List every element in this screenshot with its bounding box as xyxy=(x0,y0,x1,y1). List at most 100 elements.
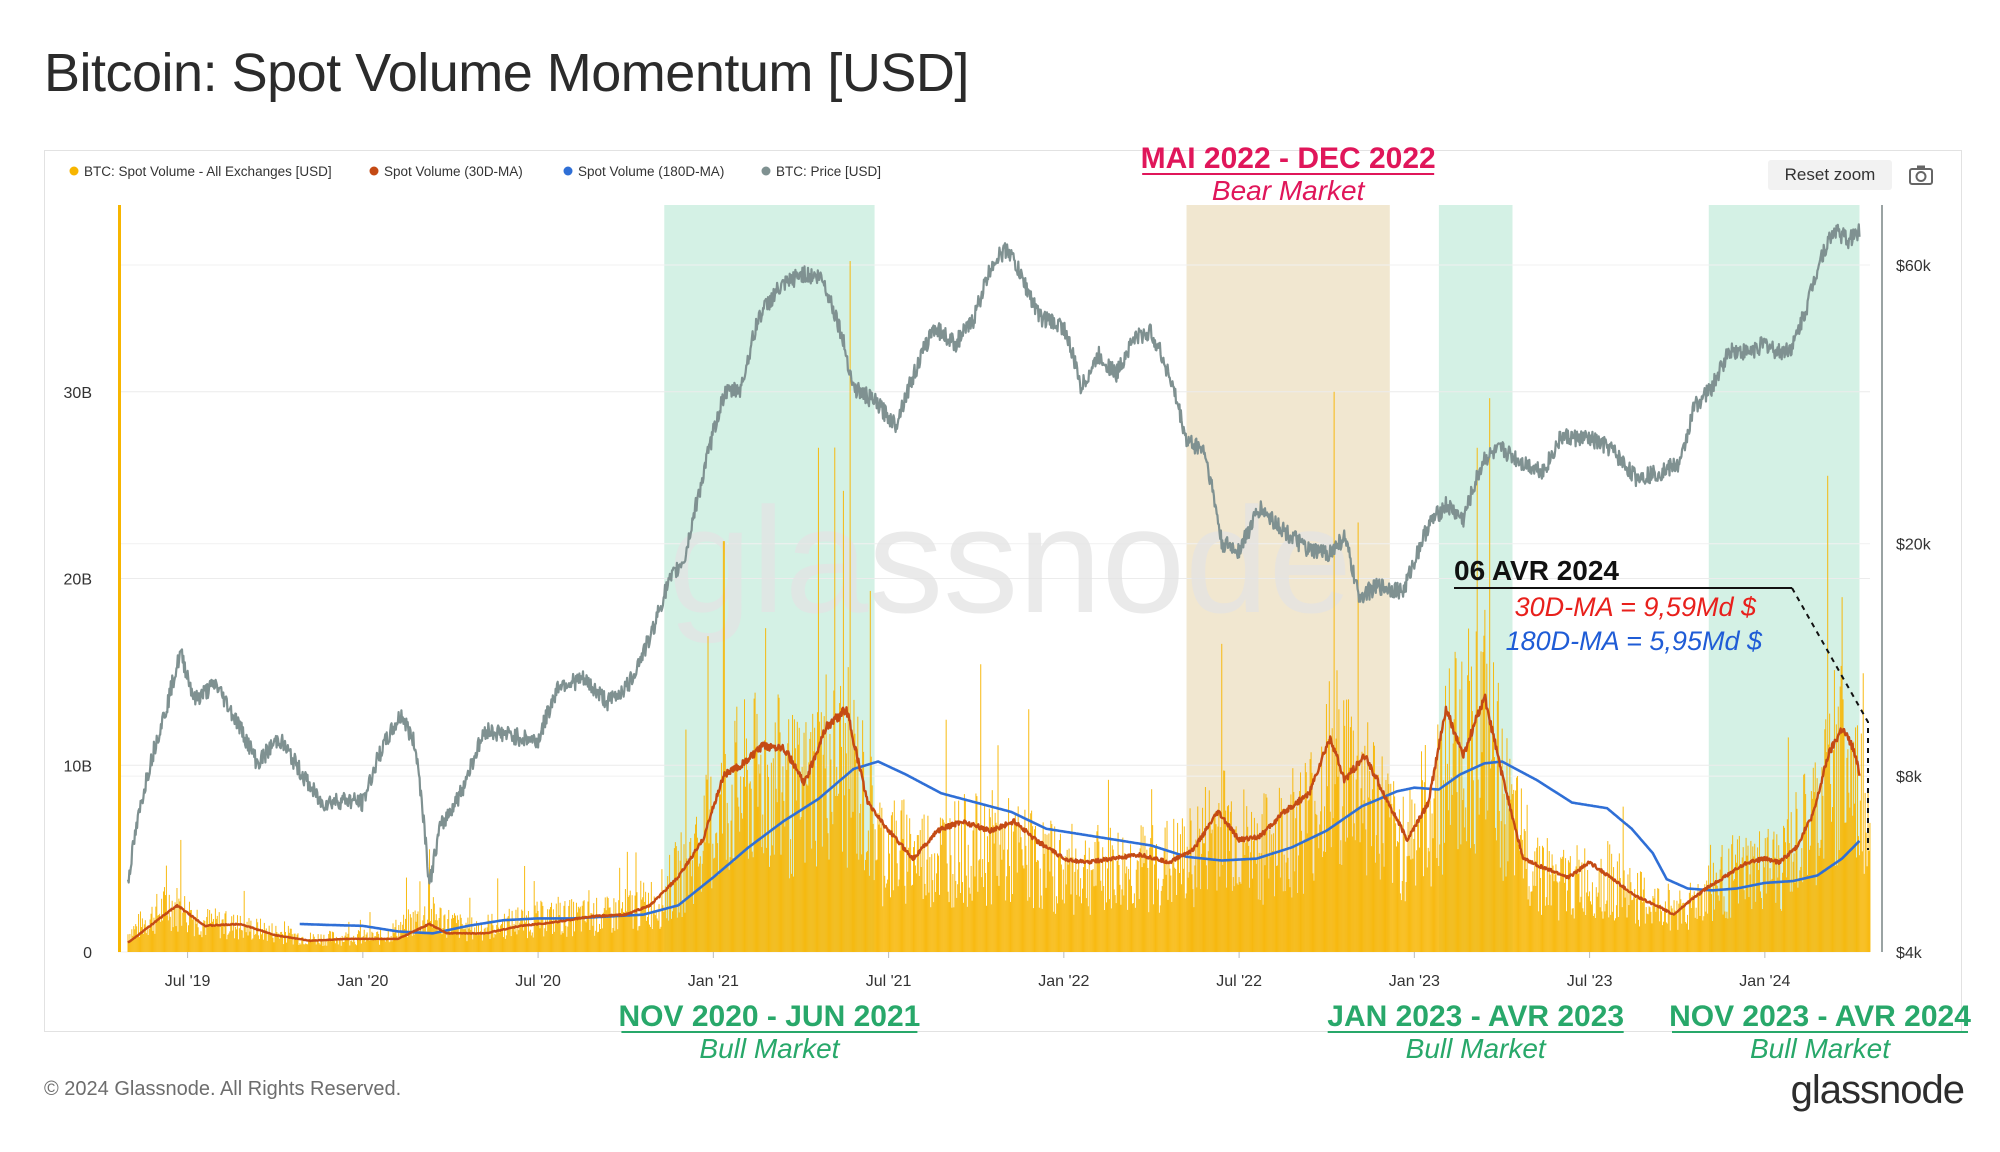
volume-bar xyxy=(647,892,649,952)
volume-bar xyxy=(396,935,398,952)
volume-bar xyxy=(1273,833,1275,952)
volume-bar xyxy=(1783,827,1785,952)
volume-bar xyxy=(1131,903,1133,952)
volume-bar xyxy=(188,901,190,952)
volume-bar xyxy=(959,862,961,952)
volume-bar xyxy=(1154,845,1157,952)
volume-bar xyxy=(1441,727,1443,952)
volume-bar xyxy=(719,794,721,952)
volume-bar xyxy=(248,918,250,952)
volume-bar xyxy=(1027,900,1029,952)
volume-bar xyxy=(1453,719,1455,952)
volume-bar xyxy=(980,664,982,952)
volume-bar xyxy=(933,902,935,952)
volume-bar xyxy=(1276,865,1278,952)
volume-bar xyxy=(856,853,858,952)
volume-bar xyxy=(597,932,599,952)
volume-bar xyxy=(1440,739,1442,952)
volume-bar xyxy=(1649,907,1651,952)
volume-bar xyxy=(563,905,565,952)
volume-bar xyxy=(368,940,370,952)
volume-bar xyxy=(1561,858,1563,952)
volume-bar xyxy=(913,847,915,952)
volume-bar xyxy=(1721,845,1723,952)
volume-bar xyxy=(1699,915,1701,952)
volume-bar xyxy=(714,857,716,952)
volume-bar xyxy=(1048,833,1050,952)
volume-bar xyxy=(653,896,655,952)
ma180-line xyxy=(299,760,1861,935)
volume-bar xyxy=(1624,897,1626,952)
volume-bar xyxy=(378,933,380,952)
volume-bar xyxy=(441,934,443,952)
volume-bar xyxy=(845,753,847,952)
volume-bar xyxy=(254,934,256,952)
volume-bar xyxy=(1636,898,1638,952)
volume-bar xyxy=(349,945,351,952)
volume-bar xyxy=(1545,897,1547,952)
volume-bar xyxy=(442,928,444,952)
volume-bar xyxy=(572,936,574,952)
volume-bar xyxy=(405,877,407,952)
volume-bar xyxy=(1735,862,1737,952)
volume-bar xyxy=(1493,662,1495,952)
volume-bar xyxy=(1668,889,1670,952)
volume-bar xyxy=(326,945,328,952)
volume-bar xyxy=(890,815,892,952)
volume-bar xyxy=(351,940,353,952)
volume-bar xyxy=(295,939,297,952)
volume-bar xyxy=(1657,888,1659,952)
volume-bar xyxy=(1367,722,1369,952)
volume-bar xyxy=(839,703,841,952)
volume-bar xyxy=(1016,872,1018,952)
volume-bar xyxy=(713,858,715,952)
volume-bar xyxy=(1631,900,1633,952)
volume-bar xyxy=(1138,899,1140,952)
volume-bar xyxy=(332,932,335,952)
volume-bar xyxy=(1747,845,1749,952)
volume-bar xyxy=(1485,819,1487,952)
volume-bar xyxy=(988,808,990,952)
volume-bar xyxy=(652,912,654,952)
volume-bar xyxy=(913,841,915,952)
volume-bar xyxy=(761,847,763,952)
volume-bar xyxy=(1449,824,1451,952)
volume-bar xyxy=(764,740,766,952)
volume-bar xyxy=(1590,901,1592,952)
volume-bar xyxy=(494,933,496,952)
volume-bar xyxy=(1468,628,1470,952)
camera-icon[interactable] xyxy=(1908,164,1934,186)
volume-bar xyxy=(654,915,656,952)
volume-bar xyxy=(1867,792,1869,952)
volume-bar xyxy=(745,738,747,952)
volume-bar xyxy=(1541,845,1543,952)
volume-bar xyxy=(878,824,880,952)
volume-bar xyxy=(592,925,594,952)
volume-bar xyxy=(1428,851,1430,952)
volume-bar xyxy=(1610,914,1612,952)
volume-bar xyxy=(1486,663,1488,952)
volume-bar xyxy=(436,920,438,952)
volume-bar xyxy=(468,928,470,952)
volume-bar xyxy=(1018,842,1020,952)
volume-bar xyxy=(279,938,281,952)
volume-bar xyxy=(887,879,889,952)
volume-bar xyxy=(791,873,793,952)
volume-bar xyxy=(1557,882,1559,952)
volume-bar xyxy=(1775,902,1777,952)
footer-copyright: © 2024 Glassnode. All Rights Reserved. xyxy=(44,1078,402,1100)
volume-bar xyxy=(619,867,621,952)
reset-zoom-button[interactable]: Reset zoom xyxy=(1768,160,1892,190)
volume-bar xyxy=(682,900,684,952)
volume-bar xyxy=(519,922,521,952)
volume-bar xyxy=(1332,818,1334,952)
volume-bar xyxy=(1427,847,1429,952)
volume-bar xyxy=(1398,809,1400,952)
volume-bar xyxy=(163,891,165,952)
volume-bar xyxy=(1697,884,1699,952)
volume-bar xyxy=(1374,862,1376,952)
volume-bar xyxy=(931,854,933,952)
volume-bar xyxy=(383,940,385,952)
volume-bar xyxy=(523,930,525,952)
